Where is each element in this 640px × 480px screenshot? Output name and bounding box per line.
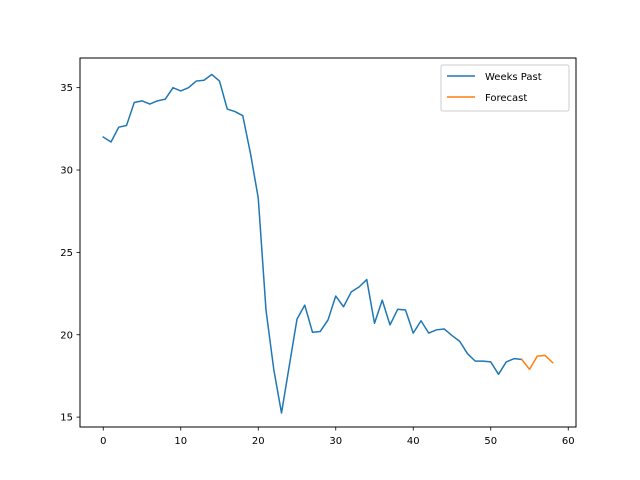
y-tick-label: 20 [60,330,73,341]
y-tick-label: 15 [60,413,73,424]
series-line-1 [520,354,554,371]
x-tick-label: 10 [174,436,187,447]
legend-label: Weeks Past [485,72,542,83]
series-line-0 [102,73,523,414]
axes-frame [79,57,577,428]
y-tick-label: 35 [60,83,73,94]
x-tick-label: 20 [252,436,265,447]
x-tick-label: 40 [407,436,420,447]
series-layer [102,73,554,414]
legend: Weeks Past Forecast [440,64,570,112]
x-tick-label: 60 [562,436,575,447]
y-tick-label: 30 [60,166,73,177]
legend-label: Forecast [485,93,527,104]
y-tick-label: 25 [60,248,73,259]
x-tick-label: 50 [484,436,497,447]
y-axis: 15 20 25 30 35 [60,83,80,424]
x-axis: 0 10 20 30 40 50 60 [100,427,575,447]
x-tick-label: 0 [100,436,106,447]
x-tick-label: 30 [329,436,342,447]
